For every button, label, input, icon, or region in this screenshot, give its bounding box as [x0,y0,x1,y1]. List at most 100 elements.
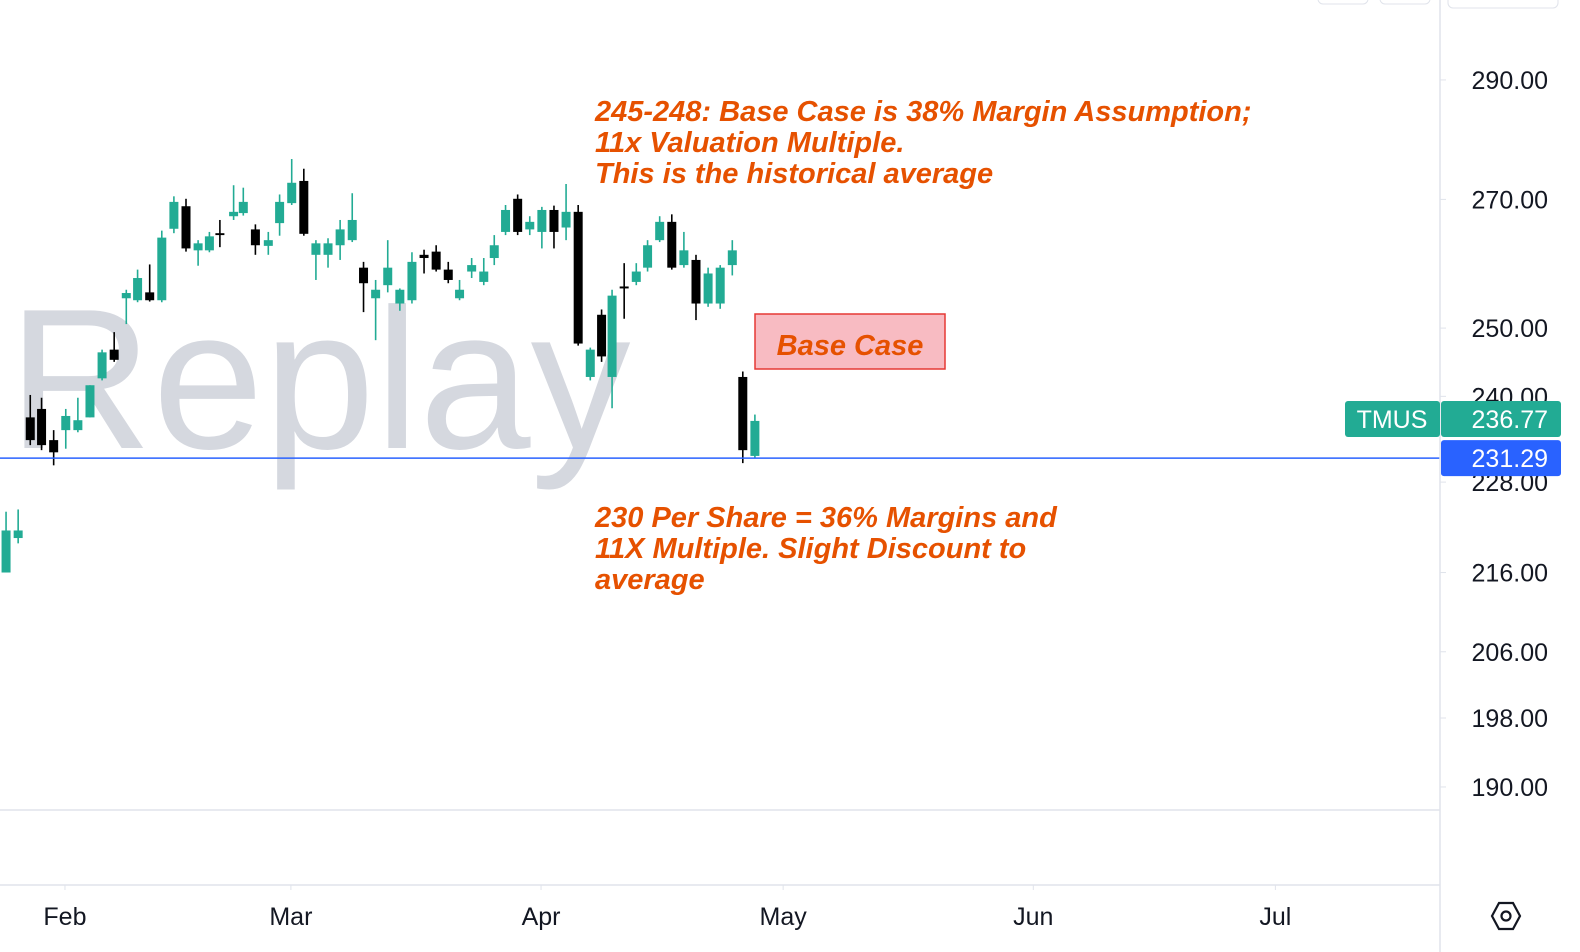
callout-label: Base Case [777,330,924,362]
candle-body [738,376,748,451]
candle-body [383,267,393,286]
candle-body [13,530,23,539]
candle-body [419,254,429,259]
candle-body [1,530,11,573]
candle-body [229,211,239,217]
candle-body [85,385,95,418]
toolbar-button[interactable] [1379,0,1431,5]
candle-body [169,201,179,229]
candle-body [61,415,71,431]
candle-body [238,201,248,214]
candle-body [181,206,191,249]
candle-body [525,221,535,230]
annotations: 245-248: Base Case is 38% Margin Assumpt… [594,96,1252,596]
candle-body [727,250,737,266]
candle-body [97,352,107,379]
settings-icon[interactable] [1490,901,1522,931]
candle-body [204,236,214,251]
candle-body [467,265,477,272]
annotation-line: 11X Multiple. Slight Discount to [595,533,1026,565]
candle-body [407,261,417,301]
candle-body [299,180,309,234]
candle-body [371,289,381,299]
candle-body [335,229,345,246]
candle-body [631,271,641,282]
x-tick-label: Apr [522,903,561,931]
candle-body [643,245,653,268]
candle-body [431,251,441,270]
candle-body [145,292,155,301]
candle-body [703,273,713,304]
price-line-badge [1441,440,1561,477]
symbol-badge [1345,401,1440,438]
x-tick-label: May [760,903,808,931]
candle-body [479,271,489,282]
candle-body [715,267,725,304]
x-tick-label: Feb [43,903,86,931]
candle-body [311,243,321,255]
last-price-badge [1441,401,1561,438]
candle-body [133,278,143,301]
x-tick-label: Jul [1259,903,1291,931]
candle-body [597,314,607,357]
candle-body [359,267,369,284]
candle-body [691,259,701,304]
y-tick-label: 270.00 [1472,186,1548,214]
annotation-line: 11x Valuation Multiple. [595,127,904,159]
y-tick-label: 290.00 [1472,67,1548,95]
candle-body [250,229,260,246]
y-tick-label: 190.00 [1472,774,1548,802]
watermark: Replay [8,268,631,491]
x-tick-label: Jun [1013,903,1053,931]
annotation-line: 230 Per Share = 36% Margins and [594,502,1058,534]
candle-body [667,221,677,268]
candle-body [25,417,35,441]
candle-body [73,420,83,431]
candle-body [455,289,465,299]
candle-body [619,286,629,289]
settings-hexagon [1490,901,1522,931]
candle-body [537,209,547,232]
candle-body [121,293,131,299]
candle-body [489,245,499,259]
x-tick-label: Mar [269,903,312,931]
settings-dot [1500,910,1512,922]
candle-body [215,233,225,236]
candle-body [501,209,511,232]
y-tick-label: 198.00 [1472,705,1548,733]
toolbar-button[interactable] [1447,0,1559,9]
last-price-label: 236.77 [1472,406,1548,434]
candle-body [607,295,617,377]
annotation-line: average [595,564,705,596]
badge-layer: 231.29 TMUS 236.77 [1345,401,1561,477]
candle-body [37,408,47,446]
candle-body [513,198,523,232]
candle-body [655,221,665,241]
candle-body [347,219,357,241]
symbol-label: TMUS [1357,406,1428,434]
candle-body [443,269,453,280]
toolbar-button[interactable] [1317,0,1369,5]
candle-body [561,211,571,228]
candle-body [157,237,167,301]
candle-body [287,182,297,204]
candle-body [323,243,333,255]
price-line-label: 231.29 [1472,445,1548,473]
candle-body [49,440,59,453]
watermark-layer: Replay [8,268,631,491]
candle-layer [0,159,1440,573]
candle-body [395,289,405,304]
candle-body [750,420,760,456]
candle-body [585,349,595,377]
candle-body [573,211,583,344]
annotation-line: This is the historical average [595,158,993,190]
y-tick-label: 250.00 [1472,315,1548,343]
callout-box [754,313,946,370]
candle-body [109,349,119,360]
candle-body [549,209,559,232]
candle-body [263,240,273,246]
candle-body [193,243,203,251]
